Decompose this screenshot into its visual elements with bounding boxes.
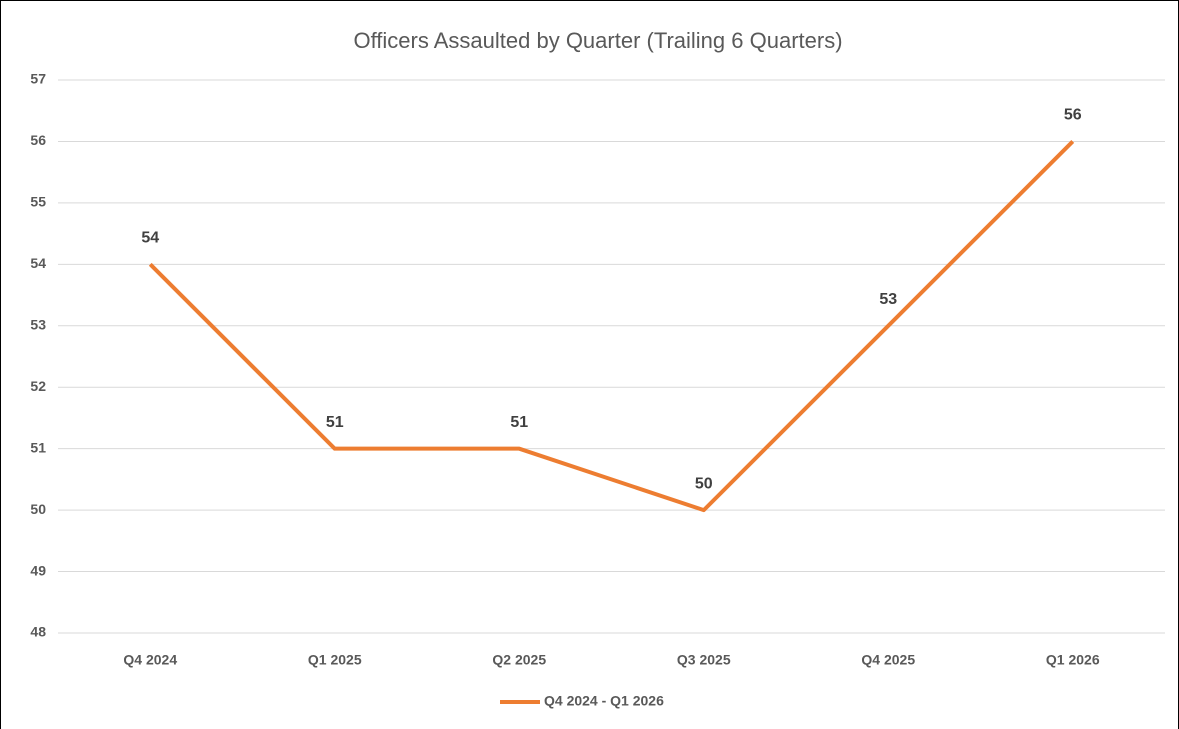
legend-label: Q4 2024 - Q1 2026 bbox=[544, 693, 664, 709]
x-tick-label: Q4 2024 bbox=[123, 652, 177, 668]
x-tick-label: Q2 2025 bbox=[492, 652, 546, 668]
x-tick-label: Q3 2025 bbox=[677, 652, 731, 668]
y-tick-label: 50 bbox=[30, 501, 46, 517]
data-label: 51 bbox=[510, 414, 528, 431]
x-tick-label: Q4 2025 bbox=[861, 652, 915, 668]
chart-title: Officers Assaulted by Quarter (Trailing … bbox=[353, 28, 842, 53]
y-tick-label: 57 bbox=[30, 71, 46, 87]
y-tick-label: 51 bbox=[30, 439, 46, 455]
y-tick-label: 55 bbox=[30, 194, 46, 210]
x-tick-label: Q1 2026 bbox=[1046, 652, 1100, 668]
data-label: 54 bbox=[141, 230, 159, 247]
y-tick-label: 49 bbox=[30, 562, 46, 578]
y-tick-label: 53 bbox=[30, 316, 46, 332]
y-tick-label: 56 bbox=[30, 132, 46, 148]
x-tick-label: Q1 2025 bbox=[308, 652, 362, 668]
data-label: 56 bbox=[1064, 107, 1082, 124]
y-tick-label: 48 bbox=[30, 624, 46, 640]
data-label: 51 bbox=[326, 414, 344, 431]
data-label: 53 bbox=[879, 291, 897, 308]
y-tick-label: 52 bbox=[30, 378, 46, 394]
data-label: 50 bbox=[695, 475, 713, 492]
series-line bbox=[148, 140, 1075, 513]
y-tick-label: 54 bbox=[30, 255, 46, 271]
